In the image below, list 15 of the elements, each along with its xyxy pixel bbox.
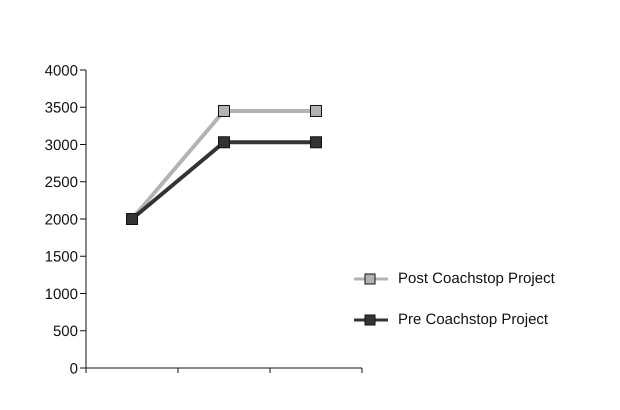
y-tick-label: 0 [70,360,78,378]
point [310,136,322,148]
y-tick-label: 2000 [44,211,78,228]
y-tick-label: 1500 [44,248,78,266]
y-tick-label: 2500 [44,174,78,192]
point [310,104,322,117]
point [218,136,230,148]
legend-label: Post Coachstop Project [398,270,555,287]
y-tick-label: 1000 [44,286,78,303]
y-tick-label: 4000 [44,62,78,80]
y-tick-label: 3500 [44,100,78,117]
y-tick-label: 500 [52,323,78,340]
y-tick-label: 3000 [44,136,78,154]
point [218,104,230,117]
legend-label: Pre Coachstop Project [398,311,548,328]
